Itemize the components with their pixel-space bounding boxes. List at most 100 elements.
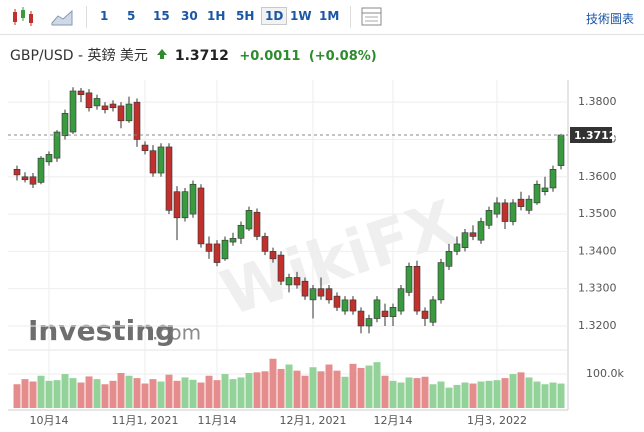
volume-bar <box>269 358 277 408</box>
volume-bar <box>525 377 533 408</box>
up-arrow <box>157 49 168 59</box>
candle-icon[interactable] <box>10 5 40 29</box>
volume-bar <box>413 378 421 408</box>
candle-body <box>325 288 333 301</box>
volume-bar <box>93 379 101 408</box>
interval-selected[interactable]: 1D <box>261 7 288 25</box>
candle-body <box>237 224 245 239</box>
volume-bar <box>197 382 205 408</box>
candle-body <box>309 288 317 301</box>
volume-bar <box>125 375 133 408</box>
table-icon[interactable] <box>361 7 383 27</box>
candle-body <box>509 202 517 222</box>
x-tick-label: 10月14 <box>30 414 69 427</box>
candle-body <box>501 202 509 222</box>
candle-body <box>213 243 221 263</box>
candle-body <box>197 187 205 245</box>
candle-body <box>285 277 293 286</box>
volume-bar <box>557 383 565 408</box>
volume-bar <box>301 375 309 408</box>
candle-body <box>85 92 93 109</box>
volume-bar <box>493 380 501 408</box>
volume-bar <box>285 364 293 408</box>
candle-body <box>45 154 53 163</box>
y-tick-label: 1.3500 <box>578 207 617 220</box>
x-tick-label: 11月1, 2021 <box>112 414 179 427</box>
interval[interactable]: 30 <box>181 9 198 23</box>
candle-body <box>165 146 173 211</box>
volume-bar <box>141 383 149 408</box>
y-tick-label: 1.3800 <box>578 95 617 108</box>
volume-bar <box>69 378 77 408</box>
candle-body <box>485 210 493 226</box>
volume-bar <box>133 378 141 408</box>
candle-body <box>189 183 197 215</box>
candle-body <box>229 238 237 243</box>
volume-bar <box>13 384 21 408</box>
change-pct: (+0.08%) <box>308 49 377 64</box>
candle-body <box>429 299 437 323</box>
interval[interactable]: 15 <box>153 9 170 23</box>
last-price-label: 1.3712 <box>574 129 616 142</box>
volume-bar <box>381 375 389 408</box>
x-tick-label: 12月14 <box>374 414 413 427</box>
volume-bar <box>357 367 365 408</box>
volume-bar <box>261 371 269 408</box>
candle-body <box>13 169 21 176</box>
candle-body <box>205 243 213 252</box>
volume-bar <box>469 383 477 408</box>
volume-bar <box>53 380 61 408</box>
separator <box>350 6 351 28</box>
candle-body <box>541 187 549 192</box>
candle-body <box>365 318 373 327</box>
volume-bar <box>437 381 445 408</box>
candle-body <box>125 103 133 122</box>
volume-bar <box>245 373 253 408</box>
volume-bar <box>77 382 85 408</box>
volume-bar <box>341 376 349 408</box>
candle-body <box>373 299 381 319</box>
candle-body <box>301 280 309 297</box>
interval[interactable]: 5H <box>236 9 255 23</box>
candle-body <box>69 90 77 133</box>
candle-body <box>61 113 69 137</box>
chart-link[interactable]: 技術圖表 <box>585 12 634 26</box>
volume-bar <box>213 380 221 408</box>
candle-body <box>397 288 405 312</box>
volume-bar <box>181 377 189 408</box>
volume-bar <box>485 380 493 408</box>
volume-bar <box>221 374 229 408</box>
candle-body <box>405 265 413 293</box>
candle-body <box>277 254 285 282</box>
candle-body <box>389 307 397 317</box>
candle-body <box>29 176 37 185</box>
y-tick-label: 1.3200 <box>578 319 617 332</box>
logo: Investing <box>28 314 175 347</box>
candle-body <box>21 176 29 181</box>
interval[interactable]: 1M <box>319 9 340 23</box>
volume-bar <box>277 368 285 408</box>
volume-bar <box>397 382 405 408</box>
toolbar: 1 5 15 30 1H 5H 1D 1W 1M 技術圖表 <box>0 0 644 35</box>
volume-bar <box>157 381 165 408</box>
candle-body <box>533 183 541 204</box>
volume-bar <box>237 377 245 408</box>
interval[interactable]: 5 <box>127 9 136 23</box>
last-price-tag <box>570 126 612 143</box>
volume-bar <box>517 372 525 408</box>
interval[interactable]: 1W <box>290 9 312 23</box>
candle-body <box>357 310 365 327</box>
interval[interactable]: 1H <box>207 9 226 23</box>
candle-body <box>37 157 45 183</box>
candle-body <box>445 251 453 267</box>
interval[interactable]: 1 <box>100 9 109 23</box>
volume-bar <box>325 364 333 408</box>
volume-bar <box>333 370 341 408</box>
candle-body <box>317 288 325 297</box>
area-icon[interactable] <box>50 5 76 29</box>
volume-bar <box>29 381 37 408</box>
candle-body <box>221 239 229 260</box>
candle-body <box>269 251 277 260</box>
volume-bar <box>205 375 213 408</box>
volume-bar <box>373 362 381 408</box>
